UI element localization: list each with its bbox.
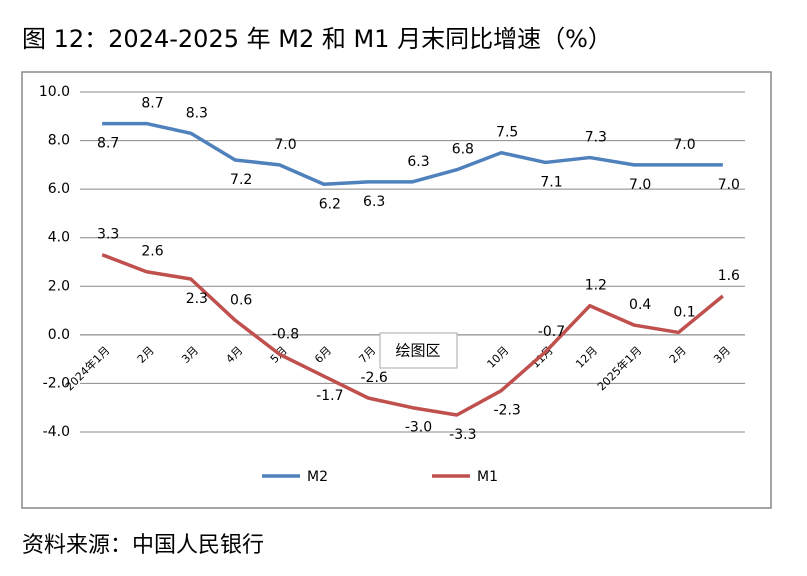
data-label: 7.5: [496, 125, 518, 141]
y-tick-label: 0.0: [48, 327, 70, 343]
x-tick-label: 2025年1月: [594, 343, 644, 393]
data-label: 7.0: [673, 137, 695, 153]
data-label: 3.3: [97, 227, 119, 243]
tooltip-box: [379, 332, 458, 369]
chart-title: 图 12：2024-2025 年 M2 和 M1 月末同比增速（%）: [22, 25, 612, 53]
data-label: -2.6: [361, 370, 388, 386]
series-line: [102, 121, 723, 187]
data-label: 6.3: [363, 194, 385, 210]
data-label: -0.8: [272, 326, 299, 342]
data-label: 0.4: [629, 297, 651, 313]
x-tick-label: 3月: [179, 344, 201, 366]
data-label: 6.8: [452, 142, 474, 158]
x-tick-label: 4月: [223, 344, 245, 366]
x-tick-label: 3月: [711, 344, 733, 366]
data-label: 0.6: [230, 292, 252, 308]
data-label: 2.6: [141, 244, 163, 260]
x-tick-label: 6月: [312, 344, 334, 366]
x-tick-label: 2月: [667, 344, 689, 366]
data-label: 7.1: [540, 174, 562, 190]
data-label: 7.0: [629, 177, 651, 193]
data-label: 0.1: [673, 304, 695, 320]
data-label: -2.3: [494, 403, 521, 419]
legend-label: M2: [307, 469, 328, 485]
x-tick-label: 11月: [529, 344, 556, 371]
data-label: 1.6: [718, 268, 740, 284]
data-label: -0.7: [538, 324, 565, 340]
data-label: 8.7: [97, 136, 119, 152]
y-tick-label: 10.0: [39, 84, 70, 100]
data-label: -1.7: [316, 388, 343, 404]
data-label: 8.7: [141, 96, 163, 112]
y-tick-label: 8.0: [48, 133, 70, 149]
series-line: [101, 253, 724, 417]
data-label: 7.2: [230, 172, 252, 188]
data-label: 8.3: [186, 105, 208, 121]
y-tick-label: 2.0: [48, 278, 70, 294]
legend-label: M1: [477, 469, 498, 485]
data-label: 7.3: [585, 130, 607, 146]
chart-frame: [21, 71, 772, 509]
data-label: 7.0: [274, 137, 296, 153]
y-tick-label: -2.0: [43, 375, 70, 391]
data-label: 6.3: [407, 154, 429, 170]
y-tick-label: 4.0: [48, 230, 70, 246]
x-tick-label: 7月: [356, 344, 378, 366]
data-label: 2.3: [186, 291, 208, 307]
x-tick-label: 2月: [135, 344, 157, 366]
data-label: 1.2: [585, 278, 607, 294]
x-tick-label: 10月: [485, 344, 512, 371]
data-label: 7.0: [718, 177, 740, 193]
y-tick-label: -4.0: [43, 424, 70, 440]
y-tick-label: 6.0: [48, 181, 70, 197]
data-label: 6.2: [319, 196, 341, 212]
data-label: -3.0: [405, 420, 432, 436]
x-tick-label: 12月: [573, 344, 600, 371]
tooltip-text: 绘图区: [395, 342, 440, 360]
source: 资料来源：中国人民银行: [22, 533, 264, 558]
x-tick-label: 2024年1月: [62, 343, 112, 393]
data-label: -3.3: [449, 427, 476, 443]
